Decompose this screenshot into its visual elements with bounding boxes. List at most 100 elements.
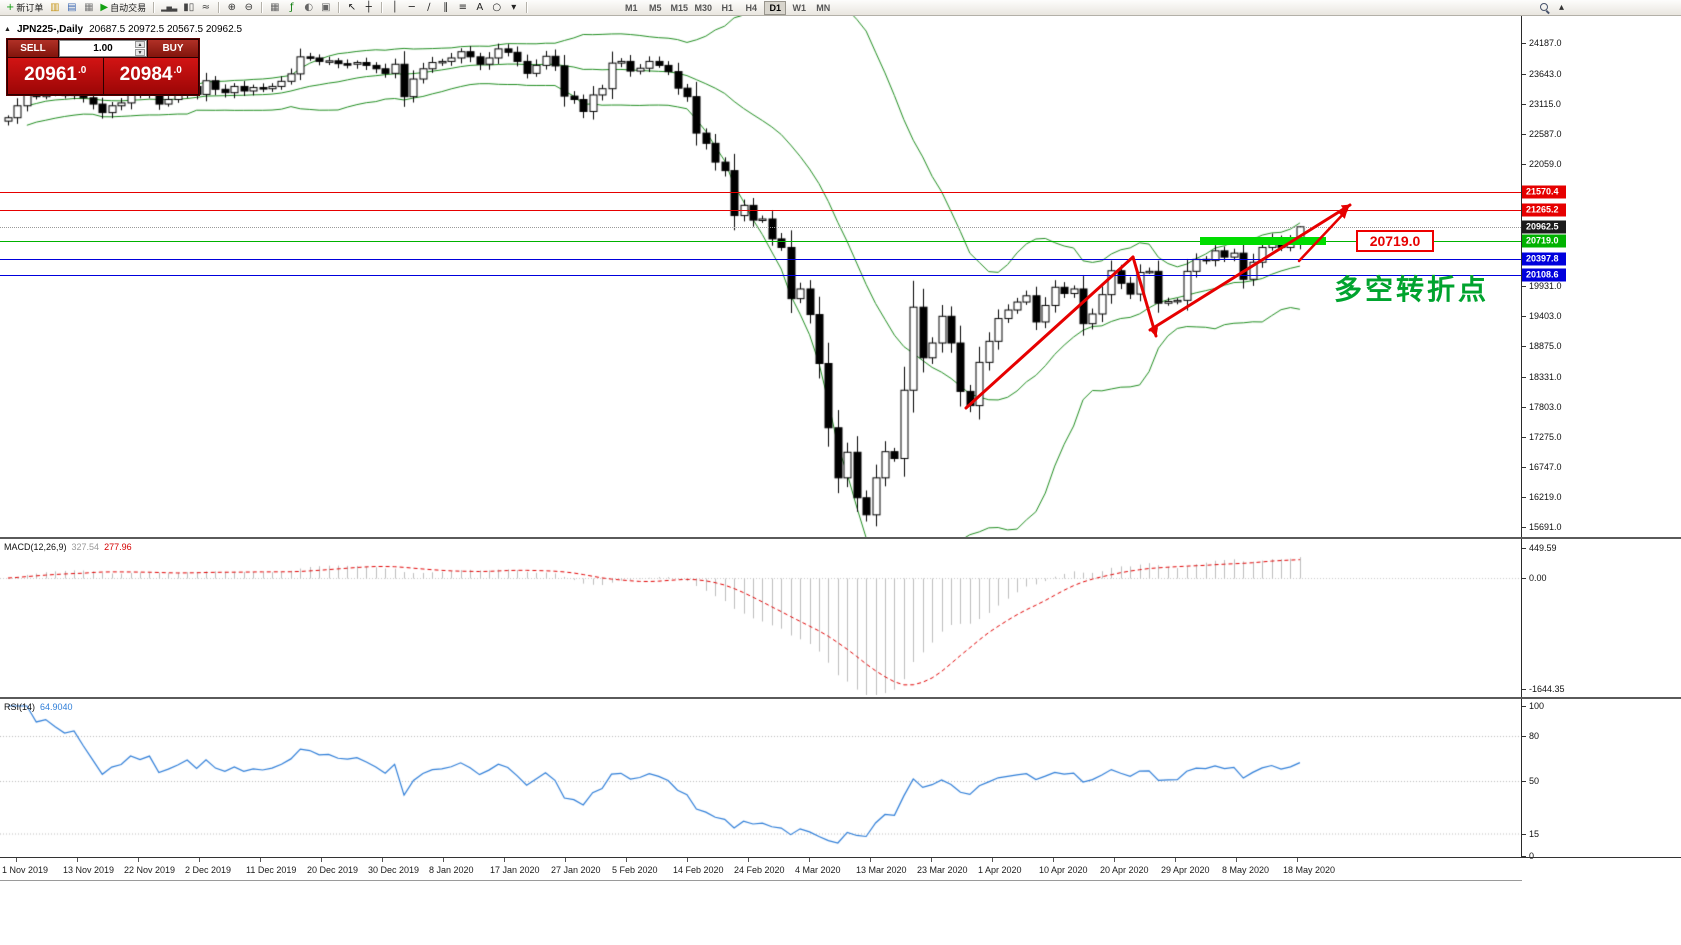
price-tick-mark: [1522, 578, 1526, 579]
templates-button[interactable]: ▣: [317, 1, 334, 15]
candlestick-button[interactable]: ▮▯: [180, 1, 197, 15]
chart-window[interactable]: ▲ JPN225-,Daily 20687.5 20972.5 20567.5 …: [0, 16, 1681, 882]
trend-arrow-segment[interactable]: [964, 255, 1135, 410]
more-objects-button[interactable]: ▾: [505, 1, 522, 15]
buy-price-button[interactable]: 20984 .0: [103, 58, 198, 94]
zoom-out-button[interactable]: ⊖: [240, 1, 257, 15]
tf-h4[interactable]: H4: [745, 2, 758, 13]
horizontal-line-object[interactable]: [0, 192, 1521, 194]
panel-divider[interactable]: [0, 697, 1681, 699]
price-tick-mark: [1522, 496, 1526, 498]
candlestick-chart-canvas[interactable]: [0, 16, 1522, 537]
date-label: 24 Feb 2020: [734, 865, 785, 875]
time-tick-mark: [1175, 858, 1176, 862]
text-icon: A: [476, 1, 484, 13]
collapse-trade-panel-icon[interactable]: ▲: [4, 26, 11, 33]
trend-arrow-segment[interactable]: [1148, 203, 1352, 332]
navigator-button[interactable]: ▦: [80, 1, 97, 15]
support-highlight-bar[interactable]: [1200, 236, 1326, 245]
candlestick-icon: ▮▯: [183, 1, 195, 13]
turning-point-annotation[interactable]: 多空转折点: [1334, 274, 1490, 305]
sell-button[interactable]: SELL: [8, 40, 58, 57]
price-tick-label: 16219.0: [1529, 491, 1562, 502]
time-tick-mark: [16, 858, 17, 862]
auto-trading-button[interactable]: ▶ 自动交易: [97, 1, 149, 15]
horizontal-line-object[interactable]: [0, 240, 1521, 242]
sell-price: 20961: [24, 64, 77, 85]
trend-arrow-segment[interactable]: [1297, 208, 1349, 263]
date-label: 20 Dec 2019: [307, 865, 359, 875]
buy-button[interactable]: BUY: [148, 40, 198, 57]
horizontal-line-object[interactable]: [0, 226, 1521, 228]
sell-price-button[interactable]: 20961 .0: [8, 58, 103, 94]
channel-button[interactable]: ∥: [437, 1, 454, 15]
date-label: 2 Dec 2019: [185, 865, 232, 875]
vertical-line-button[interactable]: │: [386, 1, 403, 15]
crosshair-button[interactable]: ┼: [360, 1, 377, 15]
market-watch-button[interactable]: ▥: [46, 1, 63, 15]
data-window-button[interactable]: ▤: [63, 1, 80, 15]
price-tick-mark: [1522, 781, 1526, 782]
time-tick-mark: [199, 858, 200, 862]
volume-input[interactable]: 1.00 ▲ ▼: [59, 40, 147, 57]
price-axis[interactable]: 24187.0 23643.0 23115.0 22587.0 22059.0 19931…: [1522, 16, 1681, 861]
rsi-canvas[interactable]: [0, 699, 1522, 857]
time-tick-mark: [382, 858, 383, 862]
panel-divider[interactable]: [0, 537, 1681, 539]
time-tick-mark: [443, 858, 444, 862]
price-annotation-label[interactable]: 20719.0: [1356, 230, 1434, 252]
time-tick-mark: [138, 858, 139, 862]
volume-decrease-button[interactable]: ▼: [135, 49, 145, 56]
macd-panel[interactable]: MACD(12,26,9) 327.54 277.96: [0, 539, 1522, 697]
zoom-out-icon: ⊖: [244, 1, 253, 13]
trend-arrows[interactable]: [0, 16, 1522, 537]
line-chart-button[interactable]: ≈: [197, 1, 214, 15]
zoom-in-button[interactable]: ⊕: [223, 1, 240, 15]
periods-button[interactable]: ◐: [300, 1, 317, 15]
cursor-button[interactable]: ↖: [343, 1, 360, 15]
macd-main-value: 327.54: [71, 542, 100, 552]
tile-windows-button[interactable]: ▦: [266, 1, 283, 15]
horizontal-line-object[interactable]: [0, 209, 1521, 211]
search-button[interactable]: [1536, 1, 1553, 15]
price-tick-mark: [1522, 706, 1526, 707]
time-axis[interactable]: 1 Nov 2019 13 Nov 2019 22 Nov 2019 2 Dec 20…: [0, 858, 1522, 881]
date-label: 8 Jan 2020: [429, 865, 474, 875]
horizontal-line-object[interactable]: [0, 258, 1521, 260]
date-label: 13 Mar 2020: [856, 865, 907, 875]
shapes-button[interactable]: ○: [488, 1, 505, 15]
trend-arrow-segment[interactable]: [1131, 255, 1159, 338]
price-tick-mark: [1522, 833, 1526, 835]
tf-m5[interactable]: M5: [649, 2, 662, 13]
rsi-panel[interactable]: RSI(14) 64.9040: [0, 699, 1522, 857]
new-order-button[interactable]: + 新订单: [3, 1, 46, 15]
collapse-toolbar-button[interactable]: ▴: [1553, 1, 1570, 15]
macd-signal-value: 277.96: [104, 542, 132, 552]
fibonacci-button[interactable]: ≡: [454, 1, 471, 15]
market-watch-icon: ▥: [50, 1, 60, 13]
price-tick-label: 22059.0: [1529, 159, 1562, 170]
price-tick-mark: [1522, 376, 1526, 378]
tf-m15[interactable]: M15: [670, 2, 689, 13]
tf-m30[interactable]: M30: [694, 2, 713, 13]
volume-increase-button[interactable]: ▲: [135, 41, 145, 48]
horizontal-line-button[interactable]: ─: [403, 1, 420, 15]
horizontal-line-object[interactable]: [0, 275, 1521, 277]
tf-w1[interactable]: W1: [792, 2, 807, 13]
time-tick-mark: [931, 858, 932, 862]
time-tick-mark: [992, 858, 993, 862]
tf-mn[interactable]: MN: [816, 2, 831, 13]
bar-chart-button[interactable]: ▂▅▃: [158, 1, 180, 15]
main-chart-panel[interactable]: ▲ JPN225-,Daily 20687.5 20972.5 20567.5 …: [0, 16, 1522, 537]
tf-m1[interactable]: M1: [625, 2, 638, 13]
indicators-button[interactable]: ƒ: [283, 1, 300, 15]
toolbar-separator: [381, 2, 383, 13]
tf-h1[interactable]: H1: [721, 2, 734, 13]
tf-d1[interactable]: D1: [764, 0, 787, 15]
macd-canvas[interactable]: [0, 539, 1522, 697]
trendline-button[interactable]: ∕: [420, 1, 437, 15]
text-button[interactable]: A: [471, 1, 488, 15]
shapes-icon: ○: [492, 1, 502, 13]
chart-frame: [1521, 16, 1522, 857]
price-tick-mark: [1522, 315, 1526, 317]
